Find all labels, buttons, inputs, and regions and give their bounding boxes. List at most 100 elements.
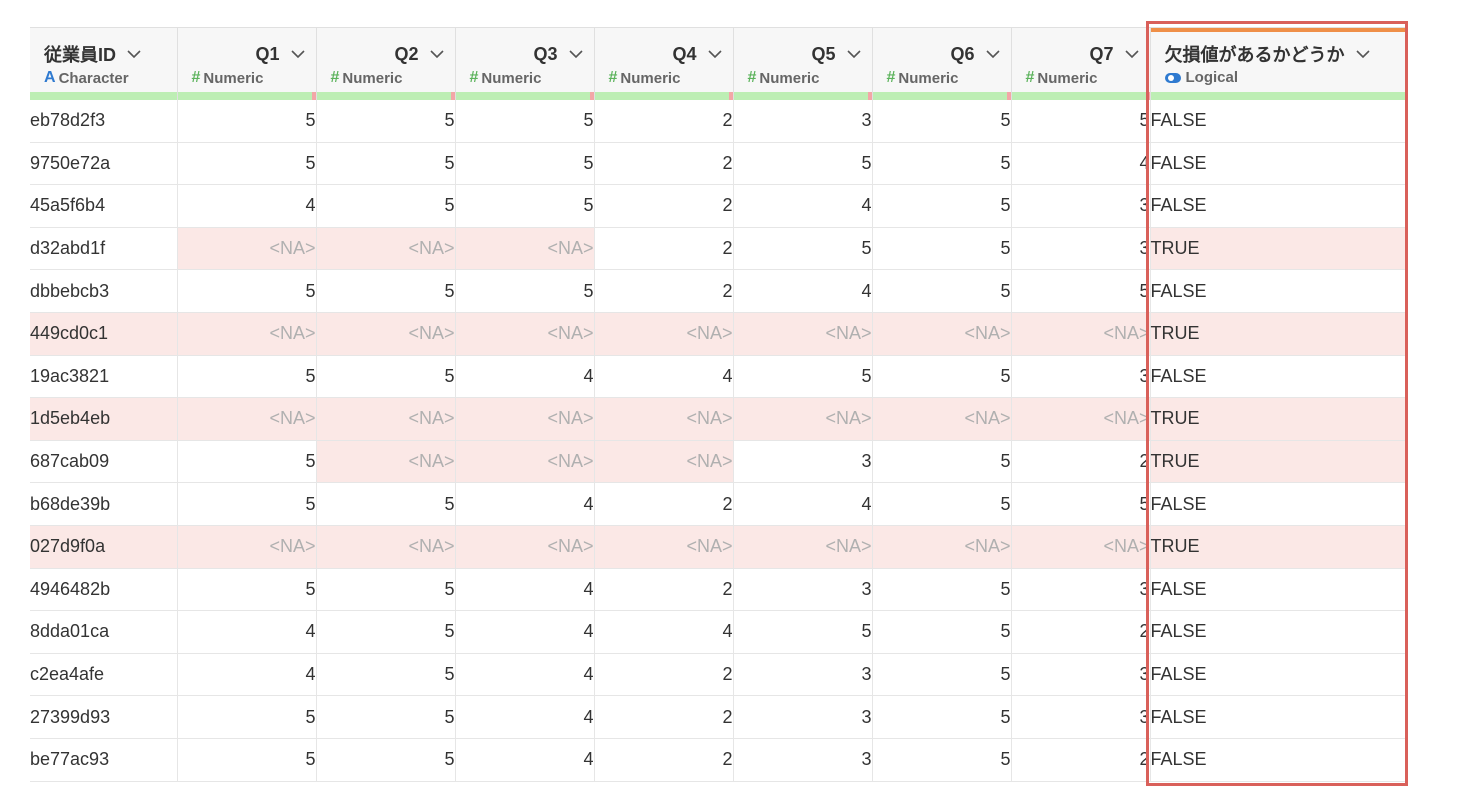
cell-q1[interactable]: 5 [177,738,317,782]
cell-q3[interactable]: 5 [455,142,595,186]
cell-q2[interactable]: 5 [316,653,456,697]
cell-q1[interactable]: <NA> [177,227,317,271]
cell-q4[interactable]: 2 [594,227,734,271]
cell-employee-id[interactable]: 449cd0c1 [30,312,178,356]
cell-q1[interactable]: 5 [177,695,317,739]
cell-q3[interactable]: <NA> [455,525,595,569]
cell-q6[interactable]: 5 [872,99,1012,143]
cell-q7[interactable]: 3 [1011,227,1151,271]
cell-q1[interactable]: 4 [177,610,317,654]
cell-q4[interactable]: 2 [594,482,734,526]
column-header-2[interactable]: Q2 # Numeric [316,27,456,100]
cell-employee-id[interactable]: d32abd1f [30,227,178,271]
cell-q7[interactable]: 3 [1011,184,1151,228]
cell-q4[interactable]: 2 [594,653,734,697]
cell-q2[interactable]: 5 [316,482,456,526]
cell-q4[interactable]: <NA> [594,312,734,356]
cell-q2[interactable]: <NA> [316,397,456,441]
cell-employee-id[interactable]: be77ac93 [30,738,178,782]
cell-q4[interactable]: 2 [594,568,734,612]
cell-q4[interactable]: 2 [594,738,734,782]
cell-q1[interactable]: 5 [177,440,317,484]
cell-q3[interactable]: 4 [455,482,595,526]
cell-q6[interactable]: 5 [872,184,1012,228]
cell-q5[interactable]: 3 [733,99,873,143]
cell-q1[interactable]: 5 [177,269,317,313]
cell-q6[interactable]: 5 [872,568,1012,612]
cell-employee-id[interactable]: 687cab09 [30,440,178,484]
cell-q5[interactable]: <NA> [733,312,873,356]
cell-q1[interactable]: 5 [177,142,317,186]
cell-q6[interactable]: 5 [872,653,1012,697]
chevron-down-icon[interactable] [568,46,584,62]
cell-has-missing[interactable]: FALSE [1150,184,1407,228]
cell-q4[interactable]: 4 [594,355,734,399]
cell-q4[interactable]: 4 [594,610,734,654]
column-header-3[interactable]: Q3 # Numeric [455,27,595,100]
cell-employee-id[interactable]: 1d5eb4eb [30,397,178,441]
cell-q3[interactable]: 4 [455,738,595,782]
cell-q6[interactable]: 5 [872,440,1012,484]
column-header-0[interactable]: 従業員ID A Character [30,27,178,100]
cell-has-missing[interactable]: TRUE [1150,440,1407,484]
cell-q6[interactable]: 5 [872,610,1012,654]
cell-q4[interactable]: 2 [594,269,734,313]
chevron-down-icon[interactable] [707,46,723,62]
cell-q7[interactable]: 5 [1011,99,1151,143]
cell-q1[interactable]: 5 [177,355,317,399]
chevron-down-icon[interactable] [985,46,1001,62]
cell-q3[interactable]: <NA> [455,312,595,356]
cell-q3[interactable]: 5 [455,184,595,228]
cell-q7[interactable]: 5 [1011,269,1151,313]
cell-has-missing[interactable]: FALSE [1150,695,1407,739]
cell-q6[interactable]: <NA> [872,397,1012,441]
cell-has-missing[interactable]: FALSE [1150,653,1407,697]
cell-employee-id[interactable]: 8dda01ca [30,610,178,654]
cell-q5[interactable]: 3 [733,568,873,612]
cell-q7[interactable]: 2 [1011,440,1151,484]
cell-q3[interactable]: 4 [455,568,595,612]
cell-q1[interactable]: 5 [177,568,317,612]
cell-has-missing[interactable]: TRUE [1150,397,1407,441]
cell-q6[interactable]: 5 [872,227,1012,271]
cell-q2[interactable]: 5 [316,695,456,739]
cell-q7[interactable]: 3 [1011,568,1151,612]
column-header-4[interactable]: Q4 # Numeric [594,27,734,100]
cell-q7[interactable]: 3 [1011,695,1151,739]
cell-q6[interactable]: <NA> [872,312,1012,356]
cell-employee-id[interactable]: 27399d93 [30,695,178,739]
cell-has-missing[interactable]: TRUE [1150,227,1407,271]
cell-q2[interactable]: 5 [316,269,456,313]
chevron-down-icon[interactable] [126,46,142,62]
cell-q6[interactable]: 5 [872,738,1012,782]
cell-has-missing[interactable]: TRUE [1150,312,1407,356]
cell-q7[interactable]: 2 [1011,738,1151,782]
cell-q2[interactable]: 5 [316,142,456,186]
cell-q5[interactable]: <NA> [733,397,873,441]
cell-q1[interactable]: 4 [177,653,317,697]
cell-q6[interactable]: 5 [872,142,1012,186]
cell-q3[interactable]: 5 [455,269,595,313]
cell-q3[interactable]: 4 [455,695,595,739]
column-header-7[interactable]: Q7 # Numeric [1011,27,1151,100]
cell-q1[interactable]: 4 [177,184,317,228]
cell-employee-id[interactable]: 027d9f0a [30,525,178,569]
cell-q6[interactable]: 5 [872,355,1012,399]
cell-employee-id[interactable]: 45a5f6b4 [30,184,178,228]
cell-q3[interactable]: <NA> [455,440,595,484]
cell-q6[interactable]: 5 [872,482,1012,526]
cell-q5[interactable]: 4 [733,269,873,313]
cell-q7[interactable]: 3 [1011,653,1151,697]
cell-has-missing[interactable]: FALSE [1150,610,1407,654]
cell-q5[interactable]: 4 [733,482,873,526]
cell-q2[interactable]: 5 [316,184,456,228]
cell-has-missing[interactable]: FALSE [1150,738,1407,782]
cell-q7[interactable]: <NA> [1011,525,1151,569]
cell-employee-id[interactable]: c2ea4afe [30,653,178,697]
cell-q3[interactable]: <NA> [455,227,595,271]
cell-q3[interactable]: 4 [455,653,595,697]
column-header-5[interactable]: Q5 # Numeric [733,27,873,100]
cell-q1[interactable]: <NA> [177,397,317,441]
cell-employee-id[interactable]: eb78d2f3 [30,99,178,143]
cell-q5[interactable]: 5 [733,610,873,654]
